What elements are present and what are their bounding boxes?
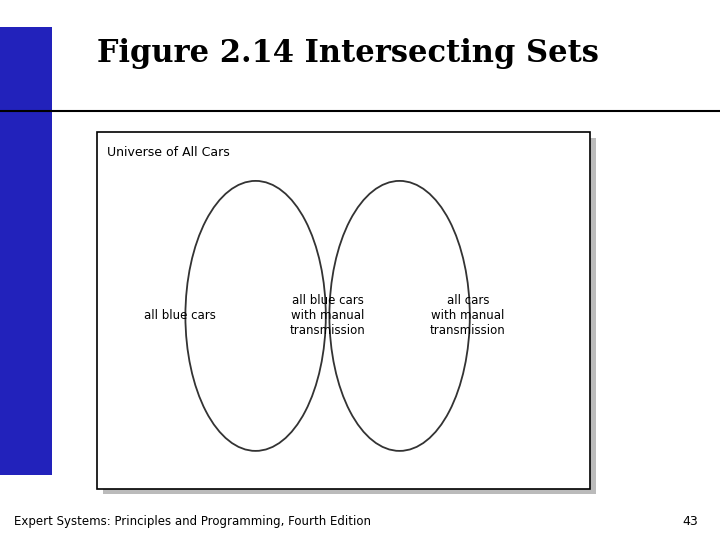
Text: all blue cars
with manual
transmission: all blue cars with manual transmission	[289, 294, 366, 338]
FancyBboxPatch shape	[0, 27, 52, 475]
FancyBboxPatch shape	[103, 138, 596, 494]
Text: Universe of All Cars: Universe of All Cars	[107, 146, 229, 159]
Text: 43: 43	[683, 515, 698, 528]
Text: all cars
with manual
transmission: all cars with manual transmission	[430, 294, 506, 338]
FancyBboxPatch shape	[97, 132, 590, 489]
Text: Figure 2.14 Intersecting Sets: Figure 2.14 Intersecting Sets	[97, 38, 599, 69]
Text: all blue cars: all blue cars	[144, 309, 216, 322]
Text: Expert Systems: Principles and Programming, Fourth Edition: Expert Systems: Principles and Programmi…	[14, 515, 372, 528]
